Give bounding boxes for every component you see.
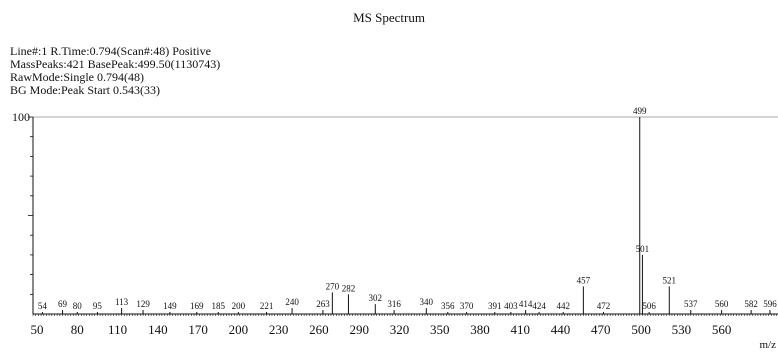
x-tick-label: 440 xyxy=(551,322,571,337)
x-tick-label: 560 xyxy=(712,322,732,337)
peak-label-69: 69 xyxy=(58,299,68,309)
peak-label-501: 501 xyxy=(636,244,650,254)
x-tick-label: 80 xyxy=(71,322,84,337)
peak-label-169: 169 xyxy=(190,301,204,311)
peak-label-54: 54 xyxy=(38,301,48,311)
y-tick-label: 100 xyxy=(12,110,30,124)
peak-label-200: 200 xyxy=(232,301,246,311)
peak-label-270: 270 xyxy=(326,281,340,291)
x-tick-label: 320 xyxy=(390,322,410,337)
peak-label-414: 414 xyxy=(519,299,533,309)
peak-label-282: 282 xyxy=(342,283,356,293)
peak-label-240: 240 xyxy=(285,297,299,307)
x-tick-label: 530 xyxy=(672,322,692,337)
x-tick-label: 350 xyxy=(430,322,450,337)
peak-label-403: 403 xyxy=(504,301,518,311)
peak-label-506: 506 xyxy=(642,301,656,311)
peak-label-457: 457 xyxy=(577,275,591,285)
x-tick-label: 230 xyxy=(269,322,289,337)
x-tick-label: 380 xyxy=(470,322,490,337)
x-tick-label: 50 xyxy=(31,322,44,337)
x-tick-label: 410 xyxy=(511,322,531,337)
peak-label-95: 95 xyxy=(93,301,103,311)
peak-label-596: 596 xyxy=(763,299,777,309)
x-tick-label: 140 xyxy=(148,322,168,337)
chart-y-ticks: 100 xyxy=(12,110,30,124)
x-tick-label: 110 xyxy=(108,322,127,337)
chart-axes xyxy=(28,117,778,316)
x-tick-label: 470 xyxy=(591,322,611,337)
peak-label-537: 537 xyxy=(684,299,698,309)
peak-label-442: 442 xyxy=(556,301,570,311)
peak-label-149: 149 xyxy=(163,301,177,311)
x-tick-label: 200 xyxy=(229,322,249,337)
peak-label-340: 340 xyxy=(420,297,434,307)
peak-label-80: 80 xyxy=(73,301,83,311)
x-tick-label: 260 xyxy=(309,322,329,337)
x-axis-label: m/z xyxy=(760,339,777,351)
peak-label-521: 521 xyxy=(663,275,677,285)
peak-label-185: 185 xyxy=(211,301,225,311)
peak-label-391: 391 xyxy=(488,301,502,311)
peak-label-499: 499 xyxy=(633,106,647,116)
x-tick-label: 290 xyxy=(349,322,369,337)
peak-label-316: 316 xyxy=(387,299,401,309)
chart-peaks xyxy=(42,117,770,314)
chart-peak-labels: 54 69 80 95 113 129 149 169 185 200 221 240 263 270 28… xyxy=(38,106,777,311)
peak-label-370: 370 xyxy=(460,301,474,311)
peak-label-263: 263 xyxy=(316,299,330,309)
peak-label-302: 302 xyxy=(369,293,383,303)
peak-label-113: 113 xyxy=(115,297,129,307)
peak-label-356: 356 xyxy=(441,301,455,311)
peak-label-582: 582 xyxy=(744,299,758,309)
peak-label-424: 424 xyxy=(532,301,546,311)
chart-x-ticks: 50 80 110 140 170 200 230 260 290 320 350 380 410 440… xyxy=(31,322,732,337)
peak-label-221: 221 xyxy=(260,301,274,311)
peak-label-472: 472 xyxy=(597,301,611,311)
peak-label-560: 560 xyxy=(715,299,729,309)
x-tick-label: 170 xyxy=(188,322,208,337)
peak-label-129: 129 xyxy=(136,299,150,309)
x-tick-label: 500 xyxy=(631,322,651,337)
